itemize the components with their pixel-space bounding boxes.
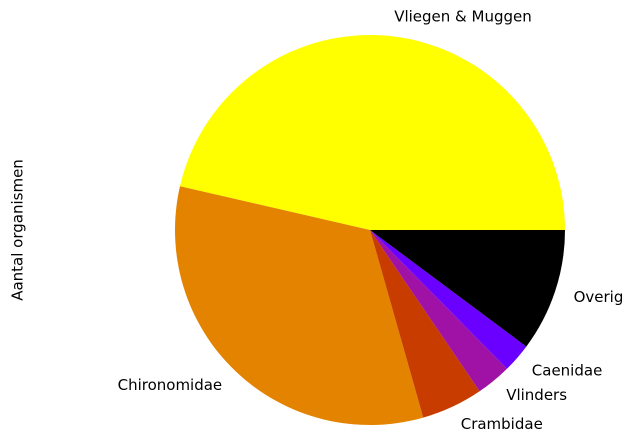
pie-slice <box>179 34 565 230</box>
pie-slice <box>370 230 508 392</box>
slice-label: Chironomidae <box>118 376 223 394</box>
slice-label: Vlinders <box>506 386 567 404</box>
slice-label: Caenidae <box>532 361 603 379</box>
pie-slice <box>370 230 565 347</box>
slice-label: Overig <box>574 288 624 306</box>
pie-slice <box>370 230 480 418</box>
slice-label: Crambidae <box>461 415 543 433</box>
pie-slice <box>370 230 527 369</box>
slice-label: Vliegen & Muggen <box>394 7 532 25</box>
y-axis-label: Aantal organismen <box>9 159 27 301</box>
pie-slice <box>174 186 424 426</box>
